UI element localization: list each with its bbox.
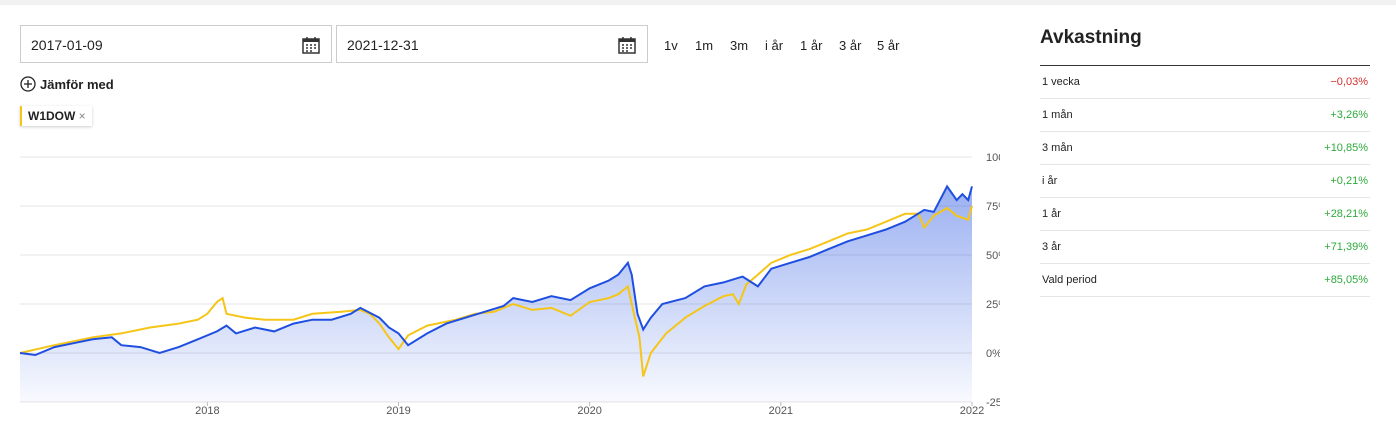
area <box>20 186 972 402</box>
period-label: 1 år <box>1042 208 1061 220</box>
period-button[interactable]: 1v <box>664 38 678 53</box>
y-tick-label: 100% <box>986 152 1000 164</box>
close-icon[interactable]: × <box>78 109 86 123</box>
date-to[interactable]: 2021-12-31 <box>336 25 648 63</box>
y-tick-label: 50% <box>986 250 1000 262</box>
period-label: 1 vecka <box>1042 76 1080 88</box>
returns-panel: Avkastning 1 vecka −0,03% 1 mån +3,26% 3 mån +… <box>1040 25 1370 297</box>
return-row: 3 mån +10,85% <box>1040 132 1370 165</box>
x-tick-label: 2018 <box>195 405 219 417</box>
compare-text: Jämför med <box>40 76 114 92</box>
line <box>19 205 973 377</box>
compare-button[interactable]: Jämför med <box>20 76 114 92</box>
x-tick-label: 2021 <box>769 405 793 417</box>
chart: -25% 0% 25% 50% 75% 100% 2018 2019 2020 2021 2022 <box>19 152 1000 417</box>
date-text: 2021-12-31 <box>347 37 419 53</box>
period-button[interactable]: 5 år <box>877 38 900 53</box>
x-tick-label: 2019 <box>386 405 410 417</box>
x-tick-label: 2020 <box>577 405 601 417</box>
period-button[interactable]: i år <box>765 38 784 53</box>
top-bar <box>0 0 1396 5</box>
return-value: +28,21% <box>1324 208 1368 220</box>
date-from[interactable]: 2017-01-09 <box>20 25 332 63</box>
calendar-icon <box>302 37 320 54</box>
period-label: Vald period <box>1042 274 1097 286</box>
period-button[interactable]: 1m <box>695 38 714 53</box>
return-row: 1 år +28,21% <box>1040 198 1370 231</box>
return-value: +71,39% <box>1324 241 1368 253</box>
period-button[interactable]: 3 år <box>839 38 862 53</box>
y-tick-label: 75% <box>986 201 1000 213</box>
line <box>19 184 973 357</box>
return-value: +0,21% <box>1330 175 1368 187</box>
date-text: 2017-01-09 <box>31 37 103 53</box>
y-tick-label: 0% <box>986 348 1000 360</box>
return-row: Vald period +85,05% <box>1040 264 1370 297</box>
y-tick-label: -25% <box>986 397 1000 409</box>
return-row: 1 mån +3,26% <box>1040 99 1370 132</box>
legend-label: W1DOW <box>28 109 76 123</box>
y-tick-label: 25% <box>986 299 1000 311</box>
calendar-icon <box>618 37 636 54</box>
return-value: +85,05% <box>1324 274 1368 286</box>
returns-table: 1 vecka −0,03% 1 mån +3,26% 3 mån +10,85% i år… <box>1040 66 1370 297</box>
legend-chip[interactable]: W1DOW × <box>20 106 92 126</box>
period-label: i år <box>1042 175 1058 187</box>
return-row: 1 vecka −0,03% <box>1040 66 1370 99</box>
return-row: 3 år +71,39% <box>1040 231 1370 264</box>
return-value: −0,03% <box>1330 76 1368 88</box>
return-row: i år +0,21% <box>1040 165 1370 198</box>
returns-title: Avkastning <box>1040 25 1370 66</box>
period-label: 3 mån <box>1042 142 1073 154</box>
period-button[interactable]: 3m <box>730 38 749 53</box>
return-value: +10,85% <box>1324 142 1368 154</box>
period-button[interactable]: 1 år <box>800 38 823 53</box>
x-tick-label: 2022 <box>960 405 984 417</box>
return-value: +3,26% <box>1330 109 1368 121</box>
period-label: 1 mån <box>1042 109 1073 121</box>
period-label: 3 år <box>1042 241 1061 253</box>
plus-icon <box>20 76 36 92</box>
